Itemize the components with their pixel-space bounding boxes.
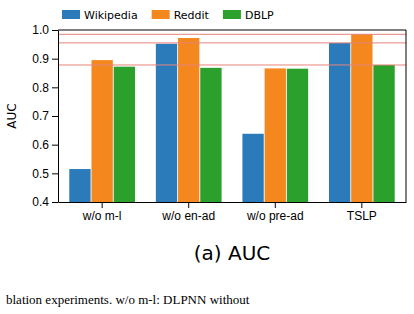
x-axis-line [59, 202, 407, 203]
y-tick-label: 0.4 [32, 195, 49, 209]
y-tick: 1.0 [32, 23, 58, 37]
x-tick-mark [102, 202, 103, 208]
legend-swatch [62, 10, 80, 19]
frame [58, 30, 406, 31]
y-axis-title: AUC [5, 103, 19, 128]
reference-line [58, 42, 406, 43]
bar [373, 65, 394, 202]
marks [58, 34, 406, 202]
x-tick-mark [188, 202, 189, 208]
y-axis: 0.4 0.5 0.6 0.7 0.8 0.9 1.0 [32, 23, 58, 209]
legend-label: Reddit [174, 9, 210, 22]
y-tick-label: 0.9 [32, 52, 49, 66]
bar [114, 67, 135, 202]
y-tick-mark [52, 30, 58, 31]
x-tick: TSLP [347, 202, 377, 223]
reference-line [58, 34, 406, 35]
x-tick: w/o pre-ad [246, 202, 304, 223]
y-tick-label: 0.8 [32, 81, 49, 95]
annotation: blation experiments. w/o m-l: DLPNN with… [6, 292, 250, 307]
y-tick: 0.4 [32, 195, 58, 209]
x-axis: w/o m-l w/o en-ad w/o pre-ad TSLP [59, 202, 407, 223]
legend-swatch [223, 10, 241, 19]
y-tick-mark [52, 173, 58, 174]
bar [242, 134, 263, 202]
title: (a) AUC [194, 241, 271, 265]
legend-swatch [152, 10, 170, 19]
chart: 0.40.50.60.70.80.91.0w/o m-lw/o en-adw/o… [0, 0, 414, 314]
y-tick-mark [52, 59, 58, 60]
x-tick-label: TSLP [347, 209, 377, 223]
plot: 0.40.50.60.70.80.91.0w/o m-lw/o en-adw/o… [32, 23, 406, 222]
y-tick-mark [52, 145, 58, 146]
bar [200, 68, 221, 202]
bar [178, 38, 199, 202]
bar [69, 169, 90, 202]
y-tick-label: 0.6 [32, 138, 49, 152]
bar [156, 44, 177, 202]
y-tick-mark [52, 202, 58, 203]
bar [329, 43, 350, 202]
y-tick: 0.9 [32, 52, 58, 66]
legend: Wikipedia Reddit DBLP [62, 9, 274, 22]
y-tick: 0.7 [32, 109, 58, 123]
x-tick-mark [275, 202, 276, 208]
x-tick-label: w/o m-l [82, 209, 122, 223]
bar [265, 68, 286, 202]
legend-item: Reddit [152, 9, 210, 22]
frame [406, 30, 407, 202]
y-tick: 0.8 [32, 81, 58, 95]
bar [91, 60, 112, 202]
x-tick-label: w/o en-ad [161, 209, 215, 223]
y-tick: 0.5 [32, 167, 58, 181]
y-tick-label: 0.5 [32, 167, 49, 181]
y-tick: 0.6 [32, 138, 58, 152]
bar [351, 34, 372, 202]
x-tick: w/o m-l [82, 202, 122, 223]
x-tick: w/o en-ad [161, 202, 215, 223]
legend-item: Wikipedia [62, 9, 138, 22]
bar [287, 69, 308, 202]
y-tick-mark [52, 116, 58, 117]
y-tick-label: 0.7 [32, 109, 49, 123]
legend-item: DBLP [223, 9, 274, 22]
legend-label: Wikipedia [84, 9, 138, 22]
x-tick-mark [361, 202, 362, 208]
y-tick-label: 1.0 [32, 23, 49, 37]
y-axis-line [58, 31, 59, 203]
reference-line [58, 64, 406, 65]
x-tick-label: w/o pre-ad [246, 209, 304, 223]
legend-label: DBLP [245, 9, 274, 22]
y-tick-mark [52, 87, 58, 88]
